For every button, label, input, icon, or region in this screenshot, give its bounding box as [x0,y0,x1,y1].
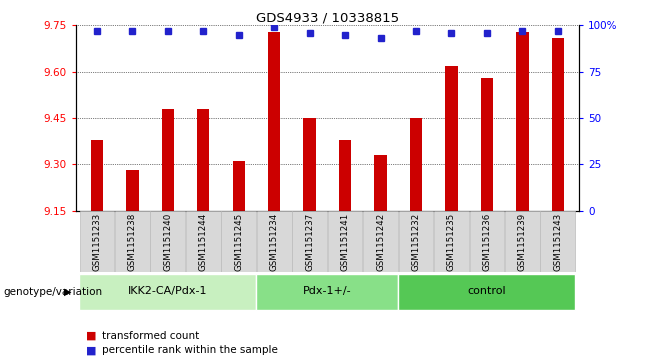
Bar [292,211,327,272]
Text: GSM1151243: GSM1151243 [553,212,563,271]
Bar [410,118,422,211]
Text: Pdx-1+/-: Pdx-1+/- [303,286,351,297]
Bar [505,211,540,272]
Bar [328,211,363,272]
Bar [434,211,468,272]
Text: ▶: ▶ [64,287,71,297]
Text: GSM1151238: GSM1151238 [128,212,137,271]
Bar [162,109,174,211]
Bar [398,274,576,310]
Bar [91,139,103,211]
Bar [551,38,564,211]
Text: IKK2-CA/Pdx-1: IKK2-CA/Pdx-1 [128,286,207,297]
Text: GSM1151233: GSM1151233 [92,212,101,271]
Text: GSM1151234: GSM1151234 [270,212,279,271]
Bar [197,109,209,211]
Bar [374,155,387,211]
Text: GSM1151240: GSM1151240 [163,212,172,271]
Bar [232,161,245,211]
Bar [80,211,114,272]
Bar [481,78,493,211]
Bar [221,211,256,272]
Text: transformed count: transformed count [102,331,199,341]
Bar [363,211,398,272]
Text: GSM1151239: GSM1151239 [518,212,527,270]
Text: control: control [468,286,506,297]
Text: GSM1151237: GSM1151237 [305,212,314,271]
Bar [268,32,280,211]
Bar [445,65,457,211]
Bar [399,211,434,272]
Text: GSM1151244: GSM1151244 [199,212,208,271]
Text: percentile rank within the sample: percentile rank within the sample [102,345,278,355]
Bar [151,211,185,272]
Bar [257,274,398,310]
Bar [540,211,575,272]
Text: ■: ■ [86,345,96,355]
Text: GSM1151236: GSM1151236 [482,212,492,271]
Bar [126,170,139,211]
Bar [186,211,220,272]
Title: GDS4933 / 10338815: GDS4933 / 10338815 [256,11,399,24]
Bar [303,118,316,211]
Bar [339,139,351,211]
Text: GSM1151241: GSM1151241 [341,212,349,271]
Text: GSM1151235: GSM1151235 [447,212,456,271]
Bar [516,32,528,211]
Bar [79,274,257,310]
Text: GSM1151242: GSM1151242 [376,212,385,271]
Bar [470,211,504,272]
Bar [257,211,291,272]
Text: GSM1151232: GSM1151232 [411,212,420,271]
Text: ■: ■ [86,331,96,341]
Text: GSM1151245: GSM1151245 [234,212,243,271]
Bar [115,211,150,272]
Text: genotype/variation: genotype/variation [3,287,103,297]
